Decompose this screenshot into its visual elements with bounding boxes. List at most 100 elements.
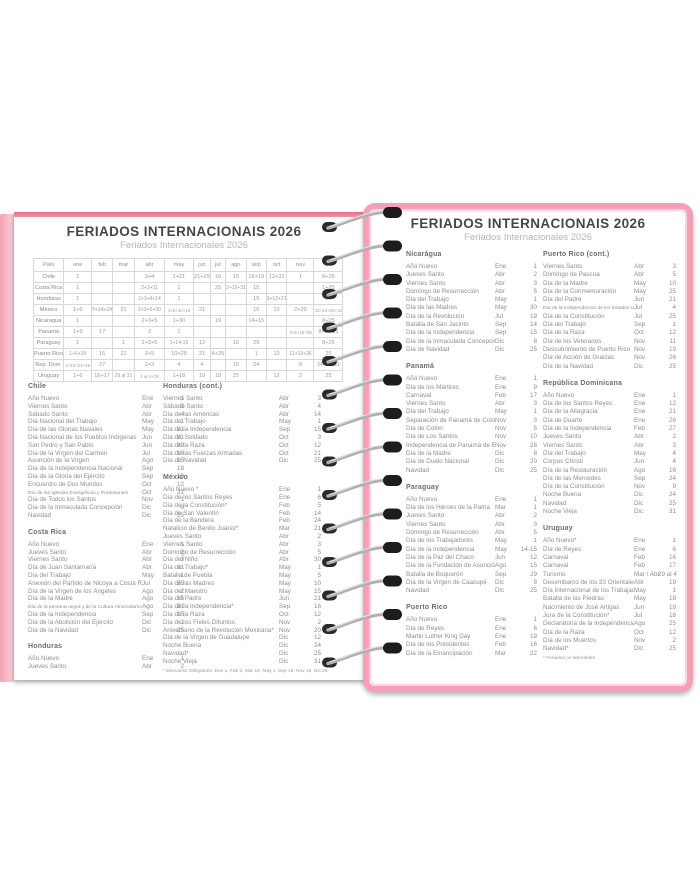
table-date-cell: 18+19 xyxy=(245,271,267,283)
holiday-row: Día de la Madre May 10 xyxy=(543,280,676,288)
holiday-month: Dic xyxy=(142,626,152,634)
holiday-name: Día de las Fuerzas Armadas xyxy=(163,449,243,457)
holiday-month: May xyxy=(142,426,154,434)
table-date-cell: 1+6+19 xyxy=(63,348,93,360)
holiday-day: 18 xyxy=(668,611,676,619)
holiday-name: Año Nuevo xyxy=(28,655,60,663)
holiday-day: 29 al 4 xyxy=(658,570,677,578)
holiday-row: Asunción de la Virgen Ago 15 xyxy=(28,457,184,465)
holiday-row: Día Nacional del Trabajo May 1 xyxy=(28,418,184,426)
holiday-month: Dic xyxy=(634,362,644,370)
holiday-name: Domingo de Pascua xyxy=(543,271,600,279)
holiday-row: Año Nuevo Ene 1 xyxy=(28,395,184,403)
holiday-row: Día de la Independencia Sep 15 xyxy=(163,426,321,434)
holiday-row: Día de los Héroes de la Patria Mar 1 xyxy=(406,504,537,512)
holiday-row: Día de la Conmemoración May 25 xyxy=(543,288,676,296)
holiday-row: Día de la Independencia* Sep 16 xyxy=(163,603,321,611)
holiday-name: Día de las Mercedes xyxy=(543,474,601,482)
holiday-row: Independencia de Panamá de EspañaNov 28 xyxy=(406,442,537,450)
holiday-day: 19 xyxy=(529,632,537,640)
holiday-name: Anexión del Partido de Nicoya a Costa Ri… xyxy=(28,579,142,587)
holiday-row: Año Nuevo Ene 1 xyxy=(28,541,184,549)
holiday-row: Jueves Santo Abr 2 xyxy=(406,512,537,520)
holiday-month: Dic xyxy=(279,657,289,665)
holiday-row: Día de San Valentín Feb 14 xyxy=(163,510,321,518)
holiday-month: Ago xyxy=(634,620,646,628)
holiday-month: Dic xyxy=(634,508,644,516)
holiday-row: Domingo de Resurrección Abr 5 xyxy=(406,288,537,296)
punch-hole-icon xyxy=(383,274,402,285)
holiday-name: Batalla de las Piedras xyxy=(543,595,604,603)
holiday-day: 3 xyxy=(533,520,537,528)
holiday-month: Abr xyxy=(142,410,152,418)
holiday-row: Año Nuevo Ene 1 xyxy=(28,655,184,663)
holiday-day: 19 xyxy=(176,472,184,480)
holiday-month: Mar xyxy=(279,525,290,533)
holiday-day: 4 xyxy=(672,304,676,312)
holiday-name: Día de la Constitución xyxy=(543,312,605,320)
holiday-name: Día del Maestro xyxy=(163,587,208,595)
holiday-row: Día del Soldado Oct 3 xyxy=(163,434,321,442)
table-date-cell xyxy=(111,282,135,294)
holiday-row: Aniversario de la Revolución Mexicana* No… xyxy=(163,627,321,635)
holiday-day: 6 xyxy=(533,624,537,632)
holiday-day: 19 xyxy=(668,578,676,586)
holiday-month: Jun xyxy=(634,603,645,611)
holiday-name: Independencia de Panamá de España xyxy=(406,441,495,449)
holiday-row: Batalla de San Jacinto Sep 14 xyxy=(406,321,537,329)
holiday-name: Año Nuevo xyxy=(406,263,438,270)
holiday-name: Día de la Independencia xyxy=(406,329,475,337)
holiday-name: Descubrimiento de Puerto Rico xyxy=(543,345,631,353)
country-section: Puerto Rico (cont.) Viernes Santo Abr 3 Domi… xyxy=(543,251,676,371)
holiday-name: Día de la Independencia xyxy=(543,425,612,433)
holiday-month: Jul xyxy=(142,449,151,457)
holiday-month: May xyxy=(634,449,646,457)
holiday-day: 12 xyxy=(313,610,321,618)
holiday-day: 15 xyxy=(176,610,184,618)
holiday-month: Nov xyxy=(279,618,291,626)
table-country-cell: Rep. Dom. xyxy=(32,359,65,371)
holiday-row: Viernes Santo Abr 3 xyxy=(28,403,184,411)
holiday-row: Día de la Raza Oct 12 xyxy=(543,329,676,337)
holiday-month: Nov xyxy=(495,433,507,441)
holiday-day: 25 xyxy=(529,587,537,595)
table-date-cell: 1+9 xyxy=(63,326,93,338)
table-date-cell: 21+29 xyxy=(192,271,211,283)
holiday-name: Viernes Santo xyxy=(406,520,446,528)
holiday-day: 1 xyxy=(180,655,184,663)
holiday-name: Día de las Iglesias Evangélicas y Protes… xyxy=(28,490,129,496)
holiday-row: Día de la Gloria del Ejército Sep 19 xyxy=(28,473,184,481)
holiday-row: Día de la Constitución* Feb 5 xyxy=(163,502,321,510)
holiday-month: Abr xyxy=(495,279,505,287)
holiday-day: 5 xyxy=(533,287,537,295)
holiday-month: Sep xyxy=(279,426,291,434)
holiday-row: Jueves Santo Abr 2 xyxy=(406,271,537,279)
holiday-row: Día del Trabajo May 1 xyxy=(163,418,321,426)
holiday-row: Navidad Dic 25 xyxy=(543,500,676,508)
holiday-day: 24 xyxy=(313,642,321,650)
spiral-binding xyxy=(322,207,402,668)
table-date-cell: 2+20 xyxy=(286,304,315,316)
table-date-cell: 16+17 xyxy=(91,370,113,382)
table-date-cell: 1+21 xyxy=(163,271,194,283)
country-section: Honduras (cont.) Viernes Santo Abr 3 Sábado … xyxy=(163,383,321,465)
holiday-month: Nov xyxy=(495,416,507,424)
holiday-name: Día de la Constitución* xyxy=(163,501,228,509)
holiday-row: Día del Trabajo* May 1 xyxy=(163,564,321,572)
holiday-month: Feb xyxy=(279,501,290,509)
holiday-day: 18 xyxy=(668,595,676,603)
holiday-day: 21 xyxy=(668,408,676,416)
holiday-row: Día de las Madres May 10 xyxy=(163,580,321,588)
holiday-month: Nov xyxy=(634,636,646,644)
holiday-day: 18 xyxy=(176,465,184,473)
holiday-name: Navidad xyxy=(28,511,52,519)
holiday-name: Día de la Restauración xyxy=(543,466,608,474)
holiday-name: Día de la Virgen de los Ángeles xyxy=(28,587,117,595)
page-subtitle: Feriados Internacionales 2026 xyxy=(464,232,592,243)
table-date-cell: 12 xyxy=(265,304,288,316)
holiday-month: Sep xyxy=(495,570,507,578)
table-date-cell: 21 xyxy=(192,348,211,360)
holiday-day: 15 xyxy=(313,587,321,595)
holiday-row: Noche Vieja Dic 31 xyxy=(163,658,321,666)
holiday-day: 9 xyxy=(672,483,676,491)
